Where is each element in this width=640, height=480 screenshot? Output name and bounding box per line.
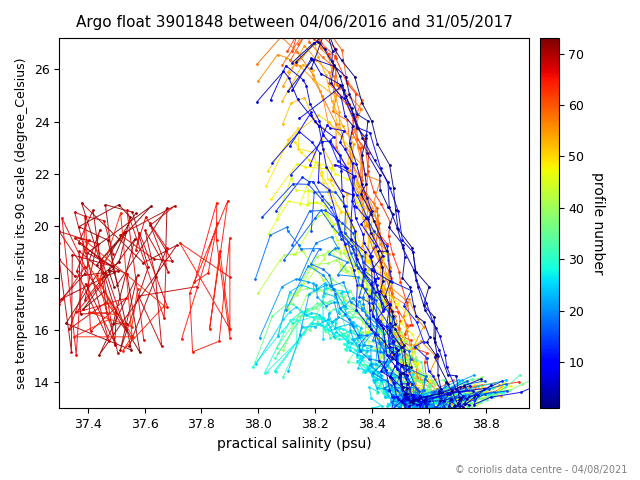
Title: Argo float 3901848 between 04/06/2016 and 31/05/2017: Argo float 3901848 between 04/06/2016 an… xyxy=(76,15,513,30)
X-axis label: practical salinity (psu): practical salinity (psu) xyxy=(217,437,371,451)
Text: © coriolis data centre - 04/08/2021: © coriolis data centre - 04/08/2021 xyxy=(455,465,627,475)
Y-axis label: sea temperature in-situ its-90 scale (degree_Celsius): sea temperature in-situ its-90 scale (de… xyxy=(15,58,28,389)
Y-axis label: profile number: profile number xyxy=(591,172,605,275)
